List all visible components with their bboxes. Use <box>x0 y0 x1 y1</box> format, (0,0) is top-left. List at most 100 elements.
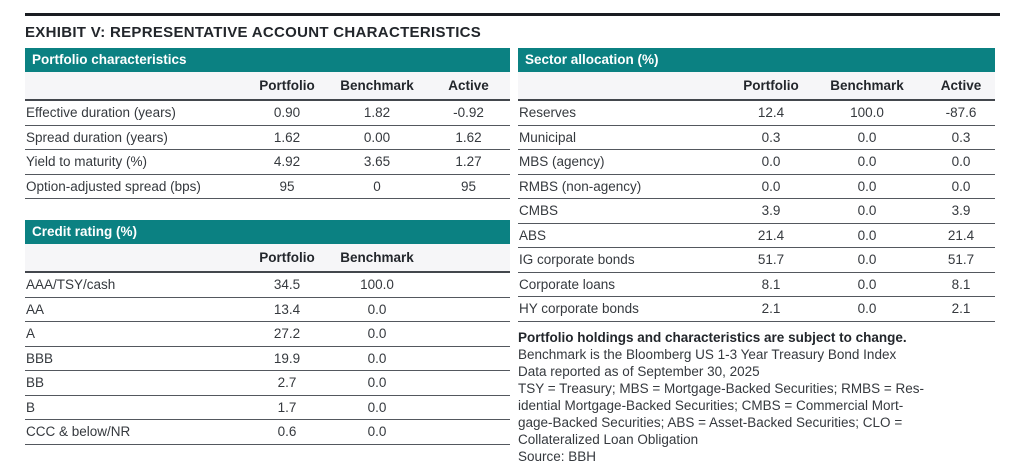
page-title: EXHIBIT V: REPRESENTATIVE ACCOUNT CHARAC… <box>25 24 482 41</box>
row-label: Reserves <box>518 100 735 126</box>
column-header-blank <box>518 72 735 101</box>
row-label: Corporate loans <box>518 272 735 297</box>
cell-benchmark: 0.0 <box>327 395 427 420</box>
cell-portfolio: 1.62 <box>247 125 327 150</box>
table-header-bar: Sector allocation (%) <box>518 48 995 72</box>
row-label: RMBS (non-agency) <box>518 174 735 199</box>
cell-portfolio: 8.1 <box>735 272 807 297</box>
table-header-bar: Credit rating (%) <box>25 220 510 244</box>
column-header-benchmark: Benchmark <box>807 72 927 101</box>
row-label: MBS (agency) <box>518 149 735 175</box>
table-portfolio-characteristics: Portfolio characteristics Portfolio Benc… <box>25 48 510 199</box>
footnote-line: TSY = Treasury; MBS = Mortgage-Backed Se… <box>518 380 925 396</box>
cell-benchmark: 0.0 <box>807 296 927 322</box>
table-row: CMBS 3.9 0.0 3.9 <box>518 198 995 224</box>
cell-spacer <box>427 346 510 371</box>
row-label: BBB <box>25 346 247 371</box>
row-label: Option-adjusted spread (bps) <box>25 174 247 199</box>
column-header-portfolio: Portfolio <box>247 244 327 273</box>
cell-active: 21.4 <box>927 223 995 248</box>
row-label: A <box>25 321 247 347</box>
cell-portfolio: 3.9 <box>735 198 807 224</box>
column-header-benchmark: Benchmark <box>327 244 427 273</box>
table-row: Corporate loans 8.1 0.0 8.1 <box>518 272 995 297</box>
cell-portfolio: 2.1 <box>735 296 807 322</box>
cell-active: -0.92 <box>427 100 510 126</box>
table-row: HY corporate bonds 2.1 0.0 2.1 <box>518 296 995 322</box>
cell-portfolio: 1.7 <box>247 395 327 420</box>
row-label: AA <box>25 297 247 322</box>
cell-spacer <box>427 321 510 347</box>
footnote-line: idential Mortgage-Backed Securities; CMB… <box>518 397 904 413</box>
cell-portfolio: 0.90 <box>247 100 327 126</box>
cell-portfolio: 34.5 <box>247 272 327 298</box>
row-label: Yield to maturity (%) <box>25 149 247 175</box>
cell-portfolio: 0.0 <box>735 174 807 199</box>
cell-benchmark: 0.0 <box>327 321 427 347</box>
cell-benchmark: 0.00 <box>327 125 427 150</box>
cell-portfolio: 27.2 <box>247 321 327 347</box>
cell-active: 1.62 <box>427 125 510 150</box>
row-label: CMBS <box>518 198 735 224</box>
table-row: Yield to maturity (%) 4.92 3.65 1.27 <box>25 149 510 175</box>
cell-spacer <box>427 370 510 396</box>
column-header-row: Portfolio Benchmark <box>25 244 510 273</box>
column-header-portfolio: Portfolio <box>247 72 327 101</box>
cell-portfolio: 4.92 <box>247 149 327 175</box>
cell-benchmark: 100.0 <box>807 100 927 126</box>
cell-active: 2.1 <box>927 296 995 322</box>
cell-benchmark: 1.82 <box>327 100 427 126</box>
column-header-spacer <box>427 244 510 273</box>
table-row: A 27.2 0.0 <box>25 321 510 347</box>
table-row: Effective duration (years) 0.90 1.82 -0.… <box>25 100 510 126</box>
cell-active: 1.27 <box>427 149 510 175</box>
row-label: BB <box>25 370 247 396</box>
table-row: BBB 19.9 0.0 <box>25 346 510 371</box>
table-row: CCC & below/NR 0.6 0.0 <box>25 419 510 445</box>
column-header-benchmark: Benchmark <box>327 72 427 101</box>
cell-benchmark: 0.0 <box>807 198 927 224</box>
footnote-line: Collateralized Loan Obligation <box>518 431 699 447</box>
footnote-line: gage-Backed Securities; ABS = Asset-Back… <box>518 414 903 430</box>
cell-benchmark: 0 <box>327 174 427 199</box>
table-row: ABS 21.4 0.0 21.4 <box>518 223 995 248</box>
cell-benchmark: 0.0 <box>327 419 427 445</box>
table-row: RMBS (non-agency) 0.0 0.0 0.0 <box>518 174 995 199</box>
row-label: ABS <box>518 223 735 248</box>
cell-spacer <box>427 419 510 445</box>
column-header-blank <box>25 244 247 273</box>
cell-benchmark: 0.0 <box>807 149 927 175</box>
cell-portfolio: 13.4 <box>247 297 327 322</box>
cell-portfolio: 12.4 <box>735 100 807 126</box>
table-row: IG corporate bonds 51.7 0.0 51.7 <box>518 247 995 273</box>
cell-active: 8.1 <box>927 272 995 297</box>
footnote-line: Data reported as of September 30, 2025 <box>518 363 760 379</box>
column-header-row: Portfolio Benchmark Active <box>518 72 995 101</box>
cell-portfolio: 51.7 <box>735 247 807 273</box>
cell-benchmark: 0.0 <box>807 247 927 273</box>
table-sector-allocation: Sector allocation (%) Portfolio Benchmar… <box>518 48 995 322</box>
table-row: Municipal 0.3 0.0 0.3 <box>518 125 995 150</box>
cell-active: 0.0 <box>927 174 995 199</box>
table-credit-rating: Credit rating (%) Portfolio Benchmark <box>25 220 510 445</box>
cell-portfolio: 0.6 <box>247 419 327 445</box>
row-label: HY corporate bonds <box>518 296 735 322</box>
table-row: MBS (agency) 0.0 0.0 0.0 <box>518 149 995 175</box>
cell-benchmark: 100.0 <box>327 272 427 298</box>
cell-benchmark: 0.0 <box>807 223 927 248</box>
cell-benchmark: 0.0 <box>327 346 427 371</box>
cell-spacer <box>427 272 510 298</box>
cell-active: 0.3 <box>927 125 995 150</box>
cell-active: 3.9 <box>927 198 995 224</box>
column-header-row: Portfolio Benchmark Active <box>25 72 510 101</box>
exhibit-content: EXHIBIT V: REPRESENTATIVE ACCOUNT CHARAC… <box>25 13 1000 465</box>
column-header-portfolio: Portfolio <box>735 72 807 101</box>
cell-benchmark: 0.0 <box>327 297 427 322</box>
table-row: B 1.7 0.0 <box>25 395 510 420</box>
cell-spacer <box>427 395 510 420</box>
cell-benchmark: 3.65 <box>327 149 427 175</box>
cell-benchmark: 0.0 <box>327 370 427 396</box>
cell-active: 0.0 <box>927 149 995 175</box>
cell-active: -87.6 <box>927 100 995 126</box>
